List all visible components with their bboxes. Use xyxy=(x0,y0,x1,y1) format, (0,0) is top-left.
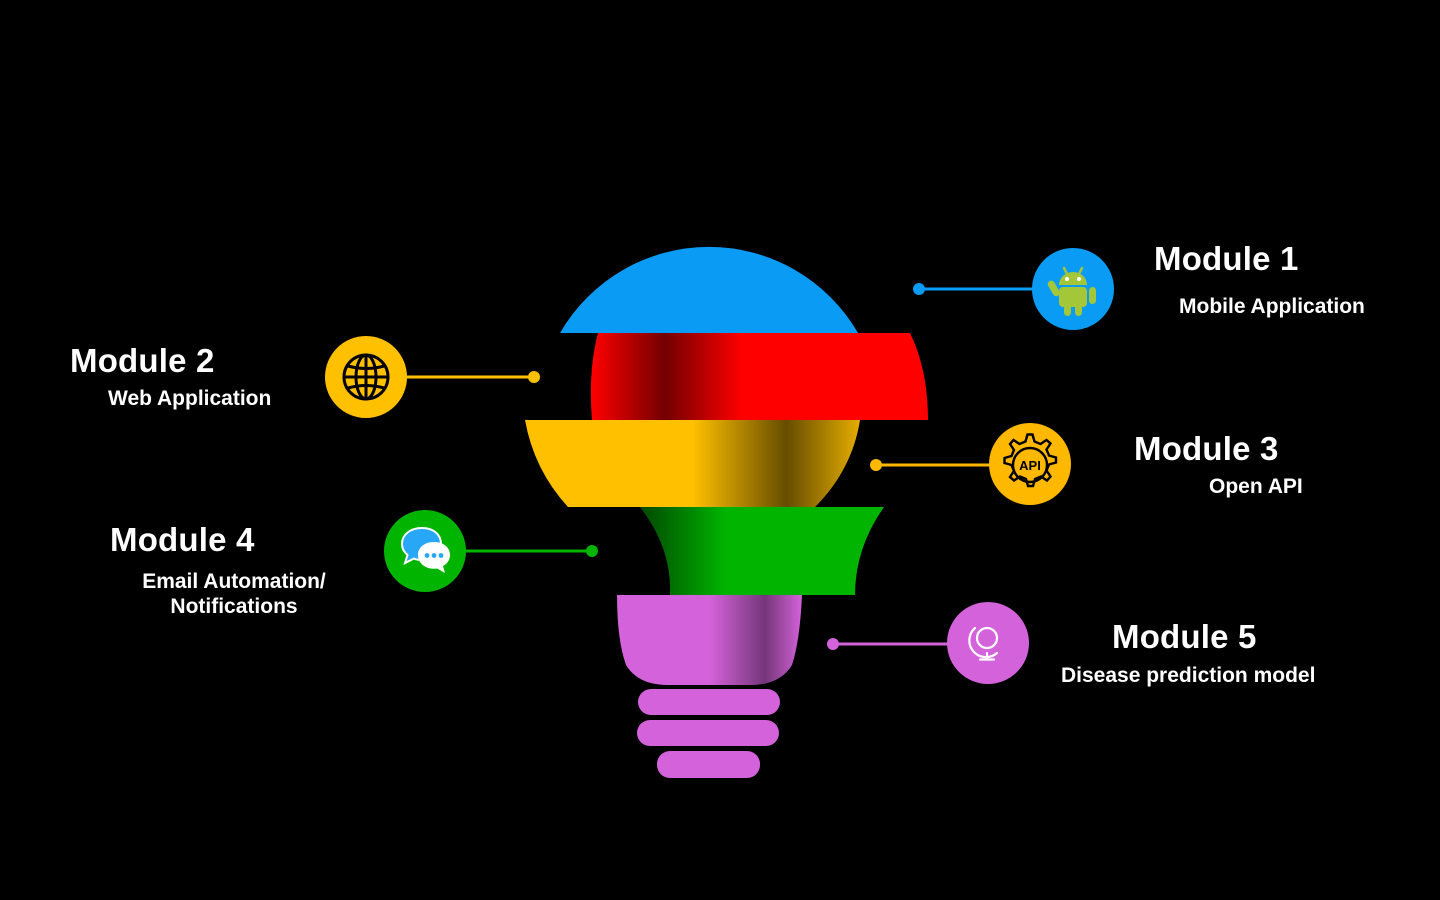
bulb-segment-purple xyxy=(617,595,802,685)
bulb-thread-3 xyxy=(657,751,760,778)
module-3-title: Module 3 xyxy=(1134,430,1279,467)
module-4-subtitle: Email Automation/ Notifications xyxy=(128,569,340,619)
connector-m1 xyxy=(913,283,1036,295)
api-gear-icon: API xyxy=(989,423,1071,505)
module-5-title: Module 5 xyxy=(1112,618,1257,655)
globe-stand-icon xyxy=(947,602,1029,684)
bulb-segment-blue xyxy=(560,246,858,333)
android-icon xyxy=(1032,248,1114,330)
connector-m4 xyxy=(463,545,598,557)
bulb-thread-2 xyxy=(637,720,779,746)
connector-m2 xyxy=(404,371,540,383)
connector-m5 xyxy=(827,638,950,650)
bulb-segment-red xyxy=(590,333,928,420)
module-4-subtitle-line-1: Email Automation/ xyxy=(142,570,326,593)
connector-m3 xyxy=(870,459,992,471)
module-3-subtitle: Open API xyxy=(1209,475,1303,498)
module-1-subtitle: Mobile Application xyxy=(1179,295,1365,318)
module-1-title: Module 1 xyxy=(1154,240,1299,277)
bulb-segment-green xyxy=(640,507,884,595)
module-5-subtitle: Disease prediction model xyxy=(1061,664,1316,687)
globe-icon xyxy=(325,336,407,418)
message-bubbles-icon xyxy=(384,510,466,592)
module-2-subtitle: Web Application xyxy=(108,387,272,410)
bulb-segment-yellow xyxy=(525,420,860,507)
api-icon-text: API xyxy=(1019,458,1041,473)
module-2-title: Module 2 xyxy=(70,342,215,379)
module-4-subtitle-line-2: Notifications xyxy=(170,595,298,618)
module-4-title: Module 4 xyxy=(110,521,255,558)
bulb-thread-1 xyxy=(638,689,780,715)
